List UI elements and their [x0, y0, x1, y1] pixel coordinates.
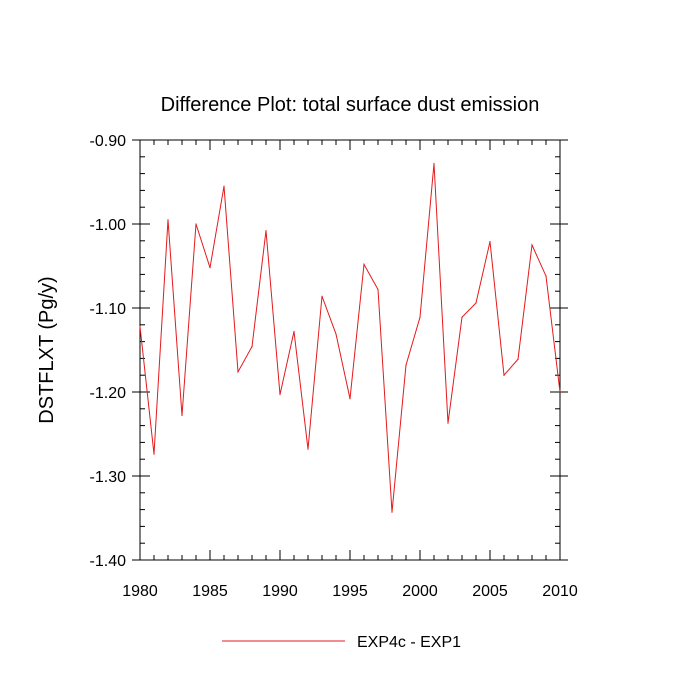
data-point	[195, 223, 197, 225]
x-tick-label: 1985	[192, 583, 228, 600]
data-point	[321, 295, 323, 297]
plot-frame	[139, 139, 561, 561]
data-point	[279, 393, 281, 396]
y-tick-label: -1.40	[90, 553, 127, 570]
data-point	[531, 244, 533, 246]
y-axis-ticks: -0.90 -1.00 -1.10 -1.20 -1.30 -1.40	[90, 133, 568, 570]
data-point	[363, 263, 365, 265]
x-tick-label: 2000	[402, 583, 438, 600]
y-tick-label: -1.20	[90, 385, 127, 402]
series-group	[139, 162, 561, 513]
y-axis-label: DSTFLXT (Pg/y)	[36, 276, 58, 423]
data-point	[167, 219, 169, 221]
data-point	[209, 267, 211, 269]
data-point	[419, 316, 421, 318]
data-point	[559, 391, 561, 393]
data-point	[153, 453, 155, 455]
data-point	[251, 346, 253, 348]
y-tick-label: -1.00	[90, 217, 127, 234]
y-tick-label: -1.10	[90, 301, 127, 318]
data-point	[545, 275, 547, 277]
data-point	[349, 398, 351, 400]
x-axis-ticks: 1980 1985 1990 1995 2000 2005 2010	[122, 140, 578, 600]
data-point	[139, 325, 141, 328]
data-point	[237, 371, 239, 373]
data-point	[517, 358, 519, 360]
data-point	[405, 364, 407, 366]
data-point	[433, 162, 435, 165]
y-tick-label: -1.30	[90, 469, 127, 486]
data-point	[489, 241, 491, 243]
data-point	[447, 422, 449, 424]
x-tick-label: 2005	[472, 583, 508, 600]
data-point	[307, 448, 309, 450]
data-point	[223, 185, 225, 187]
data-point	[461, 316, 463, 318]
data-point	[181, 414, 183, 417]
data-point	[265, 230, 267, 232]
series-line	[139, 163, 561, 513]
x-tick-label: 2010	[542, 583, 578, 600]
data-point	[475, 302, 477, 304]
x-tick-label: 1995	[332, 583, 368, 600]
x-tick-label: 1980	[122, 583, 158, 600]
data-point	[293, 330, 295, 333]
chart-title: Difference Plot: total surface dust emis…	[161, 94, 540, 116]
x-tick-label: 1990	[262, 583, 298, 600]
legend-label: EXP4c - EXP1	[357, 634, 461, 651]
data-point	[377, 288, 379, 291]
legend: EXP4c - EXP1	[222, 634, 461, 651]
minor-ticks	[139, 139, 561, 561]
plot-border	[139, 139, 561, 561]
data-point	[391, 511, 393, 513]
y-tick-label: -0.90	[90, 133, 127, 150]
data-point	[503, 374, 505, 376]
data-point	[335, 333, 337, 335]
